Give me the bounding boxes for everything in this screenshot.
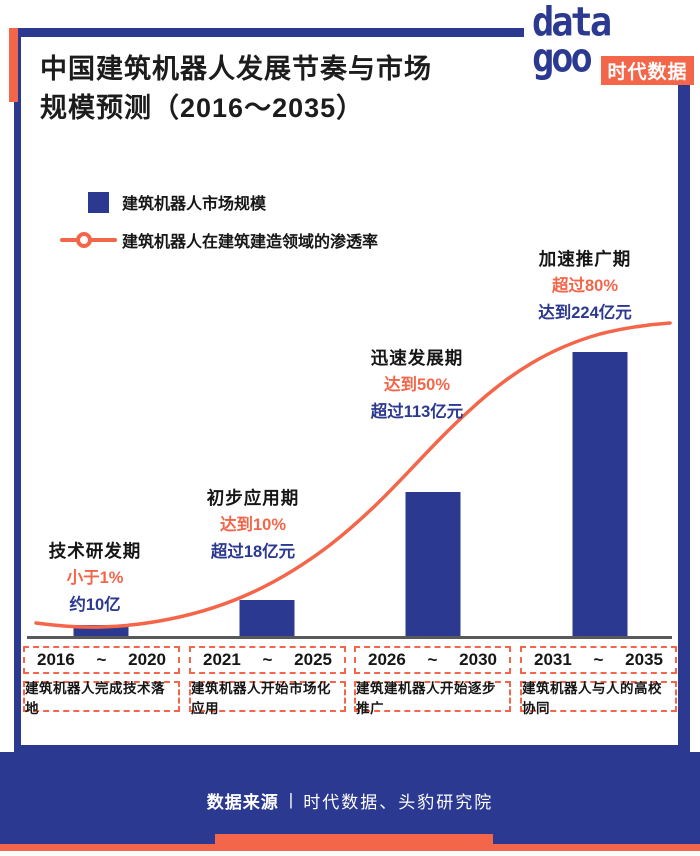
period-box-4: 2031 ~ 2035 <box>520 646 677 674</box>
logo-badge: 时代数据 <box>601 56 694 85</box>
footer-band: 数据来源 | 时代数据、头豹研究院 <box>0 752 700 844</box>
orange-corner-accent <box>9 28 18 102</box>
phase-annotation-3: 迅速发展期 达到50% 超过113亿元 <box>322 347 512 428</box>
phase-penetration-value: 达到50% <box>383 376 451 394</box>
phase-annotation-1: 技术研发期 小于1% 约10亿 <box>0 540 190 621</box>
phase-annotation-4: 加速推广期 超过80% 达到224亿元 <box>490 248 680 329</box>
phase-market-value: 超过113亿元 <box>370 403 464 421</box>
period-start-year: 2016 <box>37 650 75 669</box>
phase-market-value: 超过18亿元 <box>210 543 296 561</box>
period-box-2: 2021 ~ 2025 <box>189 646 346 674</box>
period-end-year: 2025 <box>294 650 332 669</box>
data-source: 数据来源 | 时代数据、头豹研究院 <box>207 788 493 813</box>
source-label: 数据来源 <box>206 792 279 812</box>
period-tilde: ~ <box>262 650 273 669</box>
period-box-3: 2026 ~ 2030 <box>354 646 511 674</box>
legend-item-market-size: 建筑机器人市场规模 <box>60 190 378 214</box>
datagoo-logo: data goo 时代数据 <box>524 0 700 85</box>
period-end-year: 2020 <box>128 650 166 669</box>
phase-title: 迅速发展期 <box>370 348 464 368</box>
phase-title: 技术研发期 <box>48 541 142 561</box>
phase-title: 加速推广期 <box>538 249 632 269</box>
phase-penetration-value: 达到10% <box>219 516 287 534</box>
phase-market-value: 达到224亿元 <box>538 304 632 322</box>
period-description-1: 建筑机器人完成技术落地 <box>23 681 180 716</box>
chart-legend: 建筑机器人市场规模 建筑机器人在建筑建造领域的渗透率 <box>60 190 378 266</box>
page-title: 中国建筑机器人发展节奏与市场 规模预测（2016～2035） <box>40 50 432 128</box>
market-size-bar-3 <box>405 492 461 636</box>
logo-text-data: data <box>532 0 612 46</box>
phase-penetration-value: 小于1% <box>66 569 124 587</box>
period-box-1: 2016 ~ 2020 <box>23 646 180 674</box>
bar-series <box>73 352 628 636</box>
period-description-3: 建筑建机器人开始逐步推广 <box>354 681 511 716</box>
market-size-bar-1 <box>73 625 129 636</box>
period-start-year: 2026 <box>368 650 406 669</box>
period-tilde: ~ <box>96 650 107 669</box>
period-description-4: 建筑机器人与人的高校协同 <box>520 681 677 716</box>
period-end-year: 2035 <box>625 650 663 669</box>
period-tilde: ~ <box>593 650 604 669</box>
period-tilde: ~ <box>427 650 438 669</box>
phase-penetration-value: 超过80% <box>551 277 619 295</box>
phase-annotation-2: 初步应用期 达到10% 超过18亿元 <box>158 487 348 568</box>
legend-item-penetration: 建筑机器人在建筑建造领域的渗透率 <box>60 228 378 252</box>
period-description-2: 建筑机器人开始市场化应用 <box>189 681 346 716</box>
period-start-year: 2031 <box>534 650 572 669</box>
phase-title: 初步应用期 <box>206 488 300 508</box>
penetration-curve <box>34 321 672 629</box>
bar-series-swatch-icon <box>88 191 109 213</box>
line-series-marker-icon <box>60 232 117 248</box>
title-line-2: 规模预测（2016～2035） <box>40 93 365 123</box>
source-divider-icon: | <box>288 790 294 809</box>
source-text: 时代数据、头豹研究院 <box>303 792 494 812</box>
market-size-bar-4 <box>572 352 628 636</box>
legend-bar-label: 建筑机器人市场规模 <box>122 196 267 213</box>
phase-market-value: 约10亿 <box>69 596 121 614</box>
market-size-bar-2 <box>239 600 295 636</box>
period-start-year: 2021 <box>203 650 241 669</box>
title-line-1: 中国建筑机器人发展节奏与市场 <box>40 54 432 84</box>
legend-line-label: 建筑机器人在建筑建造领域的渗透率 <box>122 234 379 251</box>
logo-text-goo: goo <box>532 34 593 82</box>
period-end-year: 2030 <box>459 650 497 669</box>
bottom-orange-bar <box>215 834 493 851</box>
